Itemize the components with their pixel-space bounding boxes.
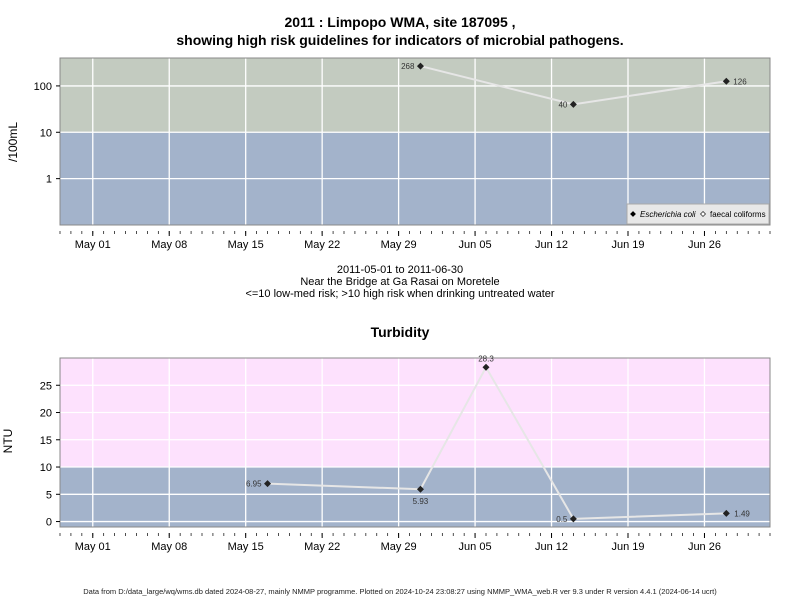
x-tick-label: May 08 xyxy=(151,239,187,251)
y-tick-label: 100 xyxy=(34,81,52,93)
x-tick-label: Jun 05 xyxy=(459,541,492,553)
x-tick-label: May 29 xyxy=(381,541,417,553)
legend-label: Escherichia coli xyxy=(640,210,696,219)
x-tick-label: May 15 xyxy=(228,239,264,251)
footer-note: Data from D:/data_large/wq/wms.db dated … xyxy=(83,587,717,596)
x-tick-label: May 08 xyxy=(151,541,187,553)
y-tick-label: 0 xyxy=(46,517,52,529)
legend-label: faecal coliforms xyxy=(710,210,766,219)
panel-microbial: 1 10 100 May 01 May 08 May 15 May 22 May 29 Jun … xyxy=(34,57,771,251)
y-tick-label: 25 xyxy=(40,380,52,392)
y-tick-label: 1 xyxy=(46,174,52,186)
turbidity-title: Turbidity xyxy=(370,324,430,340)
data-point xyxy=(416,485,424,493)
data-point xyxy=(722,77,730,85)
caption-location: Near the Bridge at Ga Rasai on Moretele xyxy=(300,276,500,288)
x-tick-label: May 29 xyxy=(381,239,417,251)
chart-title-line1: 2011 : Limpopo WMA, site 187095 , xyxy=(284,14,516,30)
x-tick-label: Jun 12 xyxy=(535,541,568,553)
panel-turbidity: 0 5 10 15 20 25 May 01 May 08 May 15 May 22 May 29… xyxy=(40,354,771,553)
x-tick-label: May 22 xyxy=(304,239,340,251)
legend-filled-diamond-icon xyxy=(630,211,636,217)
data-label: 0.5 xyxy=(556,515,568,524)
x-tick-label: Jun 19 xyxy=(611,239,644,251)
data-point xyxy=(722,509,730,517)
legend: Escherichia coli faecal coliforms xyxy=(626,203,770,225)
plot-frame xyxy=(59,357,771,528)
data-label: 126 xyxy=(733,77,747,86)
data-point xyxy=(416,62,424,70)
data-label: 5.93 xyxy=(413,497,429,506)
caption-guideline: <=10 low-med risk; >10 high risk when dr… xyxy=(245,288,555,300)
x-tick-label: Jun 05 xyxy=(459,239,492,251)
legend-open-diamond-icon xyxy=(700,211,706,217)
data-label: 40 xyxy=(558,100,567,109)
data-label: 6.95 xyxy=(246,480,262,489)
x-tick-label: May 22 xyxy=(304,541,340,553)
data-label: 1.49 xyxy=(734,509,750,518)
y-tick-label: 10 xyxy=(40,462,52,474)
legend-box xyxy=(626,203,770,225)
data-point xyxy=(264,480,272,488)
data-point xyxy=(569,515,577,523)
x-tick-label: Jun 12 xyxy=(535,239,568,251)
data-point xyxy=(482,363,490,371)
x-tick-label: May 01 xyxy=(75,541,111,553)
plot-frame xyxy=(59,57,771,226)
y-tick-label: 20 xyxy=(40,408,52,420)
data-label: 268 xyxy=(401,62,415,71)
x-tick-label: Jun 26 xyxy=(688,541,721,553)
y-tick-label: 15 xyxy=(40,435,52,447)
y-tick-label: 10 xyxy=(40,127,52,139)
caption-date-range: 2011-05-01 to 2011-06-30 xyxy=(336,264,464,276)
x-tick-label: May 15 xyxy=(228,541,264,553)
data-point xyxy=(569,100,577,108)
y-tick-label: 5 xyxy=(46,489,52,501)
x-tick-label: Jun 26 xyxy=(688,239,721,251)
x-tick-label: May 01 xyxy=(75,239,111,251)
data-label: 28.3 xyxy=(478,354,494,363)
x-tick-label: Jun 19 xyxy=(611,541,644,553)
chart-title-line2: showing high risk guidelines for indicat… xyxy=(176,32,624,48)
high-risk-band xyxy=(60,58,770,133)
